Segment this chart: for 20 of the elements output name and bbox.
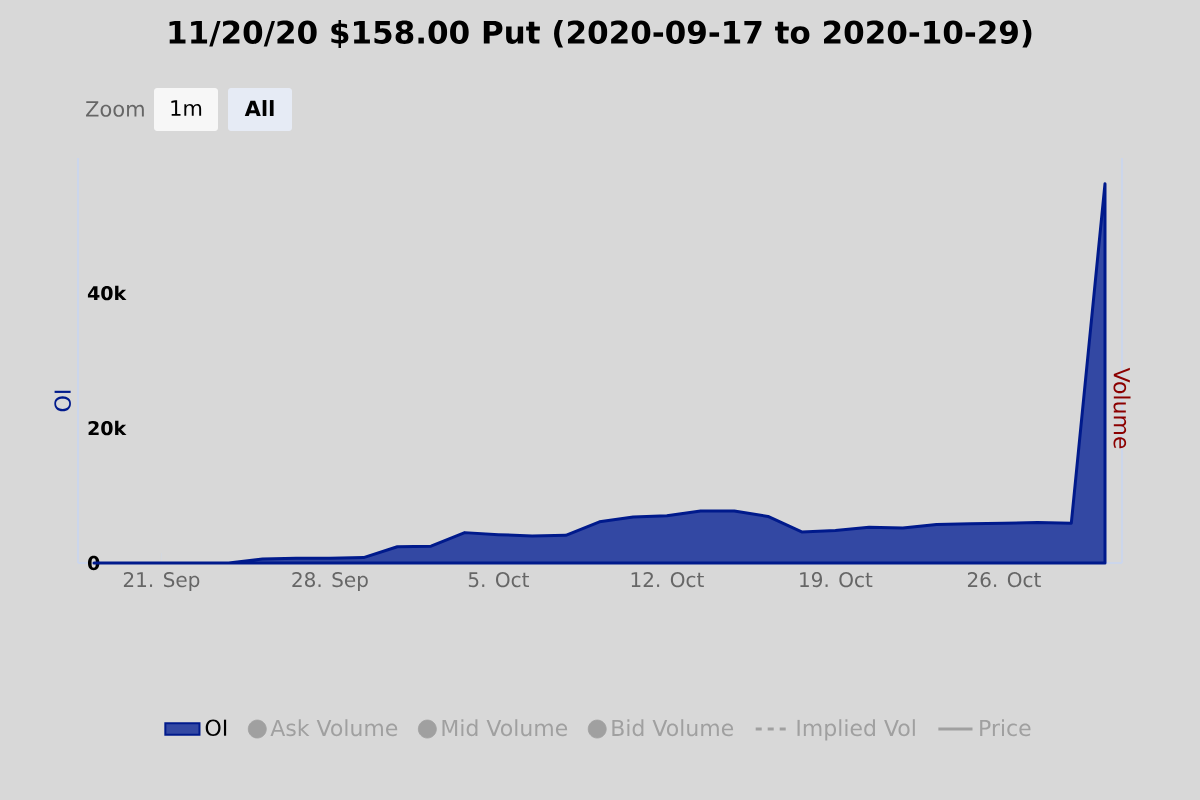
y2-axis-title: Volume xyxy=(1113,367,1131,449)
chart-title: 11/20/20 $158.00 Put (2020-09-17 to 2020-10-29) xyxy=(169,19,1032,49)
legend-label: OI xyxy=(205,719,227,737)
legend-label: Ask Volume xyxy=(270,719,398,737)
text: All xyxy=(244,100,274,116)
y-tick-label: 20k xyxy=(88,420,127,436)
text: Zoom xyxy=(86,101,144,117)
x-tick-label: 28. Sep xyxy=(292,572,368,592)
x-tick-label: 19. Oct xyxy=(800,572,873,588)
legend-label: Price xyxy=(980,719,1031,737)
legend-label: Mid Volume xyxy=(442,719,568,737)
legend-label: Implied Vol xyxy=(797,719,915,741)
x-tick-label: 5. Oct xyxy=(468,572,529,588)
x-tick-label: 21. Sep xyxy=(123,572,200,592)
legend-label: Bid Volume xyxy=(612,719,734,737)
x-tick-label: 12. Oct xyxy=(631,572,704,588)
x-tick-label: 26. Oct xyxy=(967,572,1041,588)
y-tick-label: 40k xyxy=(87,285,127,301)
y-axis-title: OI xyxy=(54,390,71,412)
text: 1m xyxy=(171,100,202,116)
